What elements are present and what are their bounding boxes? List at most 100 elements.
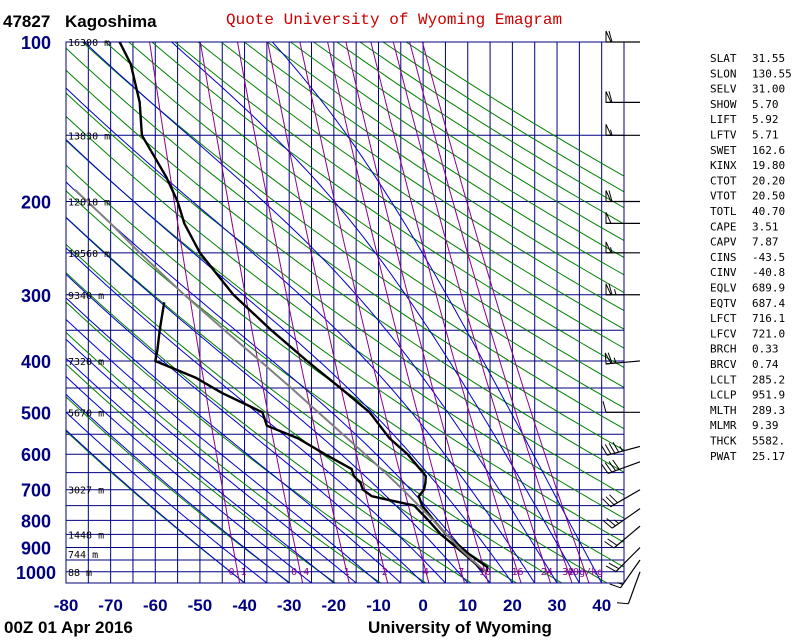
station-id: 47827	[3, 12, 50, 31]
index-value: 9.39	[752, 419, 779, 432]
index-label: LFCV	[710, 327, 737, 340]
wind-barb-half	[613, 357, 617, 364]
wind-barb	[605, 91, 641, 104]
index-label: THCK	[710, 435, 737, 448]
axes	[65, 41, 625, 584]
wind-barb-full	[608, 190, 613, 202]
temperature-tick-label: 40	[592, 596, 611, 615]
temperature-tick-label: 30	[548, 596, 567, 615]
mixing-ratio-line	[345, 42, 489, 583]
pressure-tick-label: 200	[21, 193, 51, 213]
moist-adiabat	[66, 273, 424, 583]
mixing-ratio-line	[199, 42, 304, 583]
dry-adiabat	[66, 301, 427, 583]
dry-adiabat	[174, 42, 624, 349]
index-value: 31.00	[752, 83, 785, 96]
dry-adiabat	[66, 272, 472, 583]
temperature-tick-label: 20	[503, 596, 522, 615]
wind-barb-full	[602, 401, 607, 413]
dry-adiabat	[82, 42, 624, 430]
index-value: 285.2	[752, 373, 785, 386]
wind-barb	[605, 283, 641, 296]
mixing-ratio-line	[409, 42, 573, 583]
mixing-ratio-label: 32	[562, 567, 574, 578]
wind-barb	[602, 489, 641, 508]
pressure-tick-label: 300	[21, 286, 51, 306]
mixing-ratio-label: 1	[344, 567, 350, 578]
index-label: EQLV	[710, 282, 737, 295]
wind-barb-half	[617, 582, 623, 585]
wind-barb	[604, 525, 641, 549]
wind-barb-full	[600, 445, 608, 456]
index-value: 3.51	[752, 220, 779, 233]
axis-labels: 0.1 0.4 1 2 4 7 10 16 24 3240g/kg1002003004005006…	[16, 33, 611, 615]
index-label: SHOW	[710, 98, 737, 111]
wind-barb	[605, 124, 641, 136]
wind-barb-full	[604, 462, 613, 473]
wind-barb-flag	[605, 124, 612, 136]
index-label: BRCV	[710, 358, 737, 371]
wind-barb	[609, 559, 641, 589]
dry-adiabat	[66, 363, 336, 583]
dry-adiabat	[66, 430, 246, 583]
moist-adiabat	[83, 42, 558, 583]
index-value: 0.33	[752, 343, 779, 356]
wind-barb	[603, 508, 641, 529]
mixing-ratio-label: 4	[423, 567, 429, 578]
wind-barb-half	[619, 445, 624, 452]
wind-barb-full	[609, 494, 618, 504]
index-value: 25.17	[752, 450, 785, 463]
height-label: 16300 m	[68, 38, 110, 49]
height-label: 10560 m	[68, 249, 110, 260]
mixing-ratio-label: 2	[382, 567, 388, 578]
index-label: SLON	[710, 67, 737, 80]
mixing-ratio-line	[299, 42, 430, 583]
wind-barb	[604, 352, 641, 365]
wind-barb-full	[608, 283, 613, 295]
index-value: 721.0	[752, 327, 785, 340]
wind-barb-full	[604, 541, 615, 549]
pressure-tick-label: 700	[21, 481, 51, 501]
parcel-profile	[74, 188, 487, 573]
dry-adiabat	[66, 331, 381, 583]
wind-barb-full	[608, 562, 620, 570]
moist-adiabat	[66, 338, 357, 583]
pressure-tick-label: 600	[21, 445, 51, 465]
index-value: 689.9	[752, 282, 785, 295]
plot-frame	[65, 41, 625, 584]
source-credit: University of Wyoming	[368, 618, 552, 637]
index-label: CINS	[710, 251, 737, 264]
temperature-tick-label: 10	[458, 596, 477, 615]
moist-adiabat	[66, 297, 402, 583]
wind-barb-full	[602, 498, 611, 508]
mixing-ratio-line	[149, 42, 241, 583]
wind-barb-flag	[605, 190, 612, 202]
height-label: 12010 m	[68, 198, 110, 209]
wind-barb-full	[604, 444, 612, 455]
sounding-profiles	[74, 42, 489, 573]
wind-barb-full	[612, 442, 620, 453]
temperature-tick-label: -30	[277, 596, 302, 615]
index-label: EQTV	[710, 297, 737, 310]
dry-adiabat	[128, 42, 624, 389]
index-label: TOTL	[710, 205, 737, 218]
mixing-ratio-line	[237, 42, 350, 583]
mixing-ratio-label: 10	[479, 567, 491, 578]
dry-adiabat	[66, 396, 291, 583]
dry-adiabat	[151, 42, 624, 369]
dry-adiabat	[66, 47, 624, 451]
mixing-ratio-line	[392, 42, 551, 583]
index-label: LFTV	[710, 129, 737, 142]
wind-barb	[605, 547, 641, 573]
wind-barb-flag	[604, 352, 612, 365]
mixing-ratio-line	[421, 42, 590, 583]
index-label: CINV	[710, 266, 737, 279]
wind-barb-full	[606, 518, 616, 527]
wind-barb-full	[609, 583, 621, 589]
pressure-tick-label: 100	[21, 33, 51, 53]
mixing-ratio-label: 0.1	[228, 567, 246, 578]
index-value: 40.70	[752, 205, 785, 218]
wind-barb-flag	[605, 283, 612, 296]
wind-barb-flag	[605, 212, 612, 224]
